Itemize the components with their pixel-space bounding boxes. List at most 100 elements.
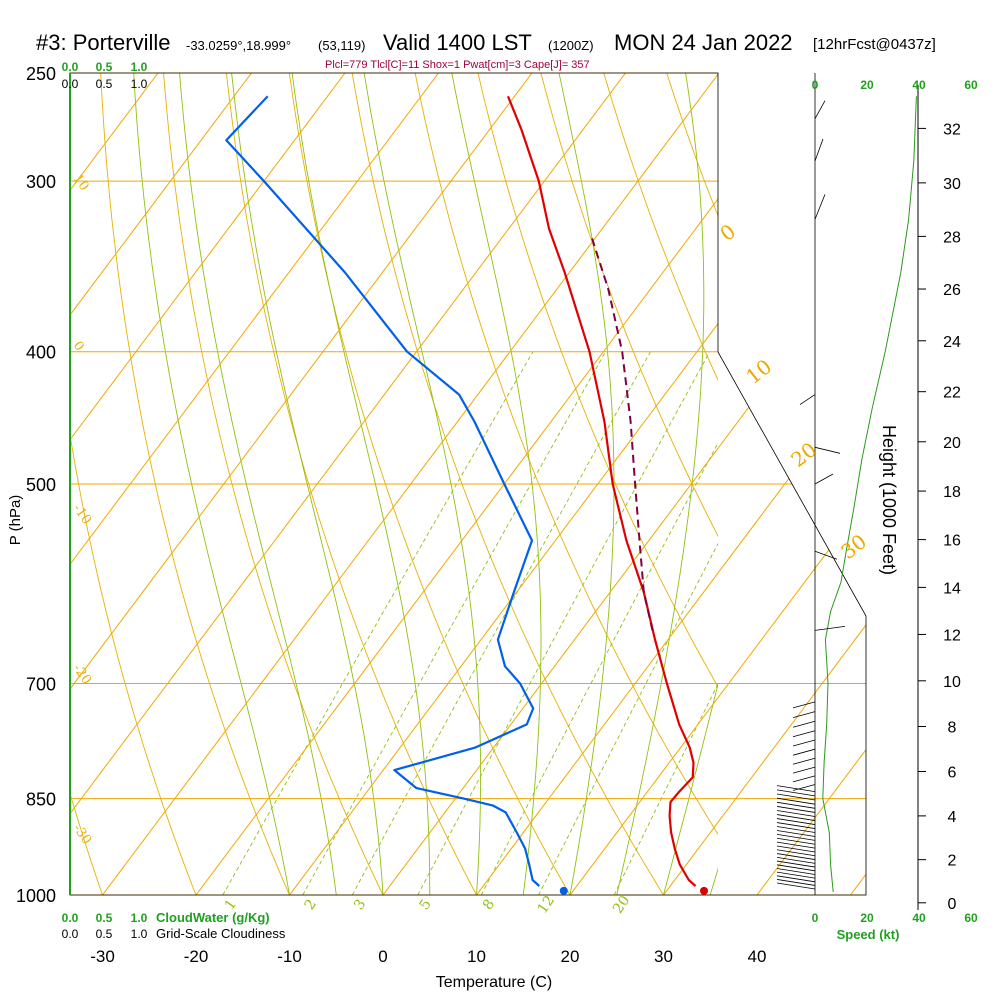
- height-tick-label: 22: [943, 385, 961, 402]
- dry-adiabat-label: -10: [70, 502, 94, 528]
- temperature-tick-label: 30: [654, 947, 673, 966]
- isotherm-label: 10: [741, 354, 776, 389]
- cloudwater-scale-bottom: 0.0: [62, 911, 79, 925]
- mixing-ratio-label: 20: [610, 893, 633, 917]
- pressure-tick-label: 500: [26, 475, 56, 495]
- moist-adiabat-line: [663, 682, 718, 895]
- wind-barb: [792, 775, 816, 783]
- dry-adiabat-line: [477, 73, 718, 688]
- wind-barb: [792, 711, 816, 719]
- wind-barb: [776, 830, 816, 837]
- height-tick-label: 26: [943, 282, 961, 299]
- cloudwater-scale-bottom: 0.5: [96, 911, 113, 925]
- cloudwater-scale-top: 0.5: [96, 60, 113, 74]
- wind-barb: [776, 814, 816, 821]
- cloudwater-scale-bottom: 1.0: [131, 911, 148, 925]
- dry-adiabat-line: [970, 49, 1000, 924]
- wind-barb: [776, 868, 816, 875]
- wind-barb: [814, 138, 824, 162]
- wind-barb: [776, 845, 816, 853]
- mixing-ratio-line: [417, 351, 711, 895]
- speed-tick-top: 0: [812, 78, 819, 92]
- wind-barb: [814, 194, 826, 220]
- wind-barb: [776, 826, 816, 833]
- forecast-info: [12hrFcst@0437z]: [813, 36, 936, 53]
- wind-barb: [776, 785, 816, 793]
- temperature-tick-label: 0: [378, 947, 387, 966]
- temperature-tick-label: 40: [748, 947, 767, 966]
- cloudiness-scale-top: 0.5: [96, 77, 113, 91]
- isotherm-label: 20: [786, 437, 821, 472]
- moist-adiabats: [133, 73, 718, 895]
- surface-dewpoint-point: [559, 886, 568, 895]
- height-tick-label: 24: [943, 334, 961, 351]
- temperature-tick-label: -20: [184, 947, 209, 966]
- height-tick-label: 18: [943, 484, 961, 501]
- wind-barb: [776, 882, 816, 890]
- wind-barb: [792, 701, 816, 709]
- cloudiness-scale-bottom: 0.0: [62, 927, 79, 941]
- dry-adiabat-line: [70, 791, 103, 895]
- isotherm-line: [70, 73, 252, 895]
- moist-adiabat-line: [133, 73, 290, 895]
- plot-frame: [69, 72, 919, 910]
- temperature-tick-label: -30: [90, 947, 115, 966]
- mixing-ratio-label: 2: [302, 897, 320, 913]
- mixing-ratio-line: [222, 351, 534, 895]
- moist-adiabat-line: [179, 73, 337, 895]
- wind-barb: [814, 473, 834, 485]
- dry-adiabat-line: [288, 73, 571, 895]
- height-tick-label: 6: [948, 765, 957, 782]
- wind-barb: [776, 875, 816, 883]
- pressure-tick-label: 1000: [16, 886, 56, 906]
- speed-axis-title: Speed (kt): [837, 927, 900, 942]
- wind-barb: [776, 871, 816, 879]
- height-tick-label: 30: [943, 176, 961, 193]
- wind-barb: [776, 841, 816, 849]
- sounding-profiles: [225, 95, 697, 887]
- cloudiness-scale-bottom: 1.0: [131, 927, 148, 941]
- dry-adiabat-line: [163, 73, 384, 895]
- height-tick-label: 16: [943, 533, 961, 550]
- height-tick-label: 12: [943, 627, 961, 644]
- dry-adiabat-line: [351, 73, 665, 895]
- dry-adiabat-line: [70, 432, 197, 895]
- mixing-ratio-line: [613, 682, 718, 895]
- height-tick-label: 2: [948, 853, 957, 870]
- wind-panel: [776, 96, 917, 893]
- isotherm-label: 0: [715, 219, 740, 246]
- speed-tick-bottom: 60: [964, 911, 978, 925]
- wind-speed-line: [822, 96, 917, 893]
- height-tick-label: 20: [943, 435, 961, 452]
- wind-barb: [776, 856, 816, 864]
- station-coords: -33.0259°,18.999°: [186, 38, 292, 53]
- wind-barb: [792, 766, 816, 774]
- wind-barb: [814, 550, 838, 560]
- moist-adiabat-line: [363, 73, 482, 895]
- cloudwater-scale-top: 0.0: [62, 60, 79, 74]
- wind-barb: [776, 793, 816, 801]
- wind-barb: [776, 818, 816, 825]
- isotherm-line: [663, 73, 866, 895]
- wind-barb: [776, 806, 816, 813]
- pressure-tick-label: 850: [26, 790, 56, 810]
- wind-barb: [792, 757, 816, 765]
- wind-barb: [776, 833, 816, 841]
- moist-adiabat-line: [616, 73, 705, 895]
- valid-time: Valid 1400 LST: [383, 30, 532, 55]
- wind-barb: [792, 739, 816, 747]
- dry-adiabat-line: [846, 49, 1000, 924]
- dry-adiabat-line: [0, 49, 18, 924]
- speed-tick-bottom: 0: [812, 911, 819, 925]
- speed-tick-top: 20: [860, 78, 874, 92]
- x-axis-title: Temperature (C): [436, 974, 552, 991]
- wind-barb: [776, 879, 816, 886]
- height-tick-label: 8: [948, 719, 957, 736]
- isotherm-line: [756, 73, 866, 895]
- mixing-ratio-line: [302, 351, 606, 895]
- height-tick-label: 4: [948, 809, 957, 826]
- station-title: #3: Porterville: [36, 30, 171, 55]
- temperature-line: [506, 95, 697, 887]
- dry-adiabat-label: 10: [70, 172, 92, 194]
